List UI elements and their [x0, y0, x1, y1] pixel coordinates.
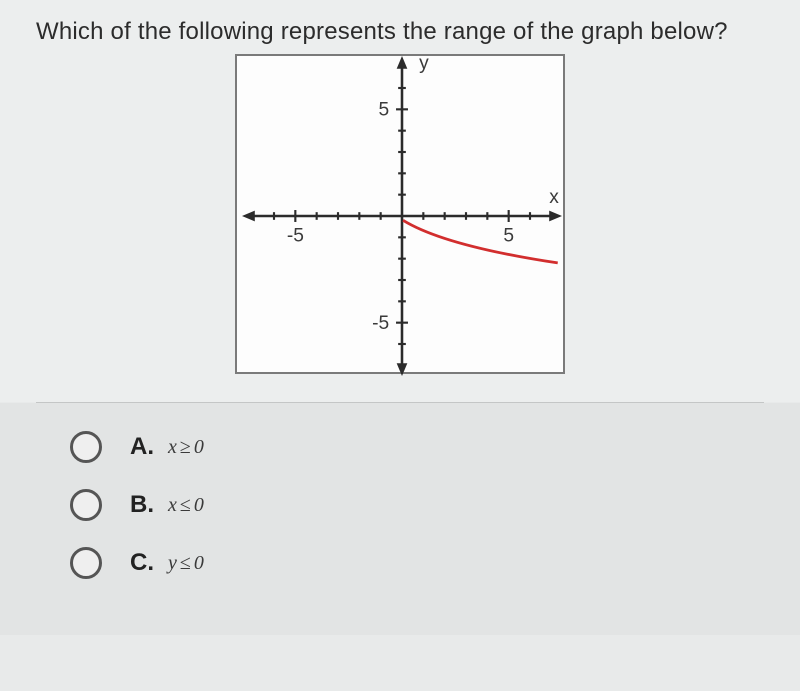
option-rhs: 0 [194, 494, 204, 516]
option-rhs: 0 [194, 436, 204, 458]
function-curve [403, 220, 558, 263]
option-c[interactable]: C. y≤0 [70, 547, 730, 579]
option-letter: B. [130, 491, 154, 519]
arrow-up [397, 56, 408, 69]
option-math: x≥0 [168, 436, 204, 459]
option-rel: ≥ [180, 436, 191, 458]
label-pos5x: 5 [503, 226, 514, 247]
option-math: x≤0 [168, 494, 204, 517]
option-rel: ≤ [180, 552, 191, 574]
radio-a[interactable] [70, 431, 102, 463]
graph-box: y x -5 5 5 -5 [235, 54, 565, 374]
answers-area: A. x≥0 B. x≤0 C. y≤0 [0, 403, 800, 635]
graph-wrap: y x -5 5 5 -5 [36, 54, 764, 402]
radio-c[interactable] [70, 547, 102, 579]
arrow-left [242, 211, 255, 222]
option-var: x [168, 494, 177, 516]
label-x: x [549, 187, 559, 208]
option-var: x [168, 436, 177, 458]
graph-svg: y x -5 5 5 -5 [237, 56, 567, 376]
label-neg5x: -5 [287, 226, 304, 247]
arrow-right [549, 211, 562, 222]
axis-labels: y x -5 5 5 -5 [287, 56, 559, 334]
option-rel: ≤ [180, 494, 191, 516]
label-y: y [419, 56, 429, 74]
option-b[interactable]: B. x≤0 [70, 489, 730, 521]
option-letter: C. [130, 549, 154, 577]
question-text: Which of the following represents the ra… [36, 0, 764, 46]
option-a[interactable]: A. x≥0 [70, 431, 730, 463]
radio-b[interactable] [70, 489, 102, 521]
option-math: y≤0 [168, 552, 204, 575]
arrow-down [397, 363, 408, 376]
question-area: Which of the following represents the ra… [0, 0, 800, 402]
label-pos5y: 5 [379, 100, 390, 121]
option-var: y [168, 552, 177, 574]
option-rhs: 0 [194, 552, 204, 574]
option-letter: A. [130, 433, 154, 461]
label-neg5y: -5 [372, 313, 389, 334]
